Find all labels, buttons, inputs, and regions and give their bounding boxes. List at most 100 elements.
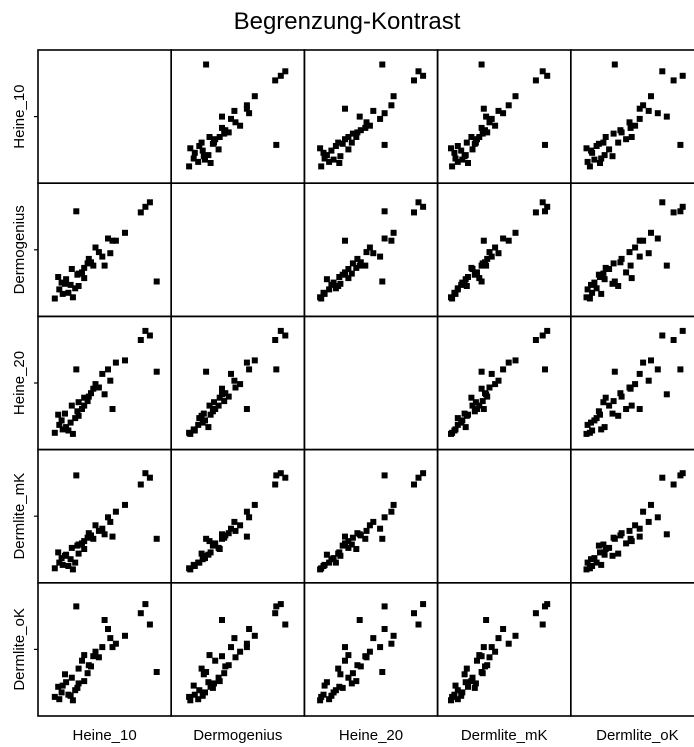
data-point [381, 208, 388, 215]
data-point [593, 143, 600, 149]
chart-title: Begrenzung-Kontrast [233, 8, 461, 35]
data-point [328, 147, 335, 154]
data-point [677, 472, 684, 479]
data-point [598, 155, 605, 162]
data-point [615, 283, 622, 289]
data-point [67, 419, 74, 426]
data-point [388, 508, 395, 515]
data-point [337, 671, 344, 678]
data-point [272, 610, 279, 617]
data-point [222, 127, 229, 134]
data-point [349, 130, 356, 137]
data-point [462, 424, 469, 431]
data-point [69, 430, 76, 437]
data-point [345, 134, 352, 140]
data-point [679, 203, 686, 210]
data-point [449, 693, 456, 700]
data-point [654, 110, 661, 117]
data-point [335, 665, 342, 672]
data-point [101, 531, 108, 538]
data-point [51, 429, 58, 436]
data-point [505, 102, 512, 109]
data-point [342, 269, 348, 276]
panel-heine-20-vs-dermogenius [170, 315, 306, 451]
data-point [112, 508, 119, 515]
data-point [474, 406, 480, 412]
data-point [598, 290, 605, 297]
data-point [109, 237, 116, 244]
data-point [483, 262, 490, 269]
data-point [349, 260, 356, 267]
data-point [72, 559, 79, 566]
data-point [237, 648, 244, 655]
data-point [458, 281, 465, 288]
data-point [75, 283, 82, 289]
data-point [74, 408, 81, 415]
data-point [542, 366, 548, 373]
data-point [640, 237, 647, 244]
data-point [598, 426, 605, 433]
data-point [500, 626, 507, 632]
data-point [390, 93, 397, 100]
data-point [321, 155, 328, 162]
data-point [277, 327, 284, 334]
data-point [92, 381, 99, 388]
data-point [454, 285, 461, 292]
data-point [618, 393, 625, 400]
data-point [206, 402, 213, 409]
data-point [636, 253, 643, 260]
data-point [228, 115, 234, 122]
data-point [277, 470, 284, 477]
data-point [122, 229, 128, 236]
data-point [354, 530, 361, 537]
panel-heine-20-vs-heine-10 [37, 315, 172, 451]
data-point [354, 662, 361, 669]
data-point [246, 514, 253, 521]
data-point [211, 541, 217, 548]
data-point [336, 549, 343, 556]
data-point [583, 566, 590, 573]
data-point [454, 415, 461, 422]
data-point [332, 687, 339, 694]
data-point [354, 129, 361, 136]
data-point [243, 644, 250, 651]
panel-heine-20-vs-dermlite-mk [436, 315, 572, 451]
data-point [366, 648, 373, 655]
data-point [645, 250, 652, 257]
data-point [420, 203, 427, 210]
data-point [390, 501, 397, 508]
data-point [90, 262, 97, 269]
panel-dermlite-ok-vs-heine-20 [303, 581, 439, 717]
data-point [623, 540, 630, 547]
data-point [336, 160, 343, 166]
data-point [495, 107, 502, 114]
data-point [90, 535, 97, 542]
data-point [251, 501, 258, 508]
data-point [370, 107, 377, 114]
data-point [84, 670, 91, 677]
data-point [101, 391, 108, 398]
data-point [205, 679, 212, 686]
data-point [237, 122, 244, 129]
data-point [532, 610, 539, 617]
data-point [492, 122, 499, 129]
data-point [618, 129, 625, 136]
column-label-heine-10: Heine_10 [72, 727, 136, 744]
data-point [323, 679, 330, 686]
data-point [345, 275, 352, 282]
data-point [348, 680, 355, 687]
data-point [586, 429, 593, 436]
data-point [388, 237, 395, 244]
data-point [411, 481, 417, 488]
data-point [326, 286, 333, 293]
data-point [219, 113, 225, 120]
data-point [345, 146, 352, 153]
data-point [602, 546, 609, 552]
data-point [186, 429, 193, 436]
data-point [486, 654, 493, 661]
data-point [586, 565, 593, 572]
data-point [55, 683, 62, 690]
data-point [505, 359, 512, 366]
data-point [488, 644, 495, 651]
data-point [670, 209, 677, 216]
